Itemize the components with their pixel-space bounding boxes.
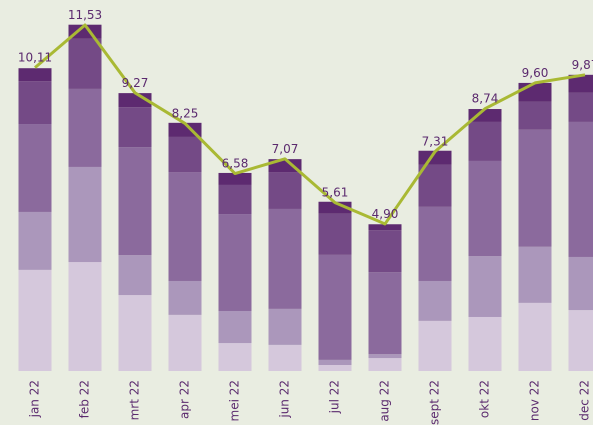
bar-segment (18, 211, 52, 270)
bar-segment (168, 280, 202, 315)
data-label: 9,87 (572, 58, 593, 72)
data-label: 6,58 (222, 157, 249, 171)
bar-segment (518, 82, 552, 102)
bar-segment (468, 316, 502, 371)
data-label: 5,61 (322, 186, 349, 200)
bar-segment (468, 121, 502, 161)
x-tick-label: mei 22 (228, 380, 242, 422)
bar-segment (268, 344, 302, 371)
data-label: 8,74 (472, 92, 499, 106)
bar-segment (418, 320, 452, 371)
bar-segment (168, 136, 202, 173)
bar-segment (168, 172, 202, 281)
bar-segment (118, 295, 152, 371)
data-label: 11,53 (68, 8, 102, 22)
bar-segment (218, 343, 252, 371)
bar-segment (318, 213, 352, 255)
data-label: 8,25 (172, 106, 199, 120)
bar-segment (368, 224, 402, 231)
bar-segment (518, 129, 552, 247)
data-label: 7,31 (422, 135, 449, 149)
x-tick-label: jun 22 (278, 380, 292, 419)
bar-segment (18, 81, 52, 125)
bar-segment (118, 147, 152, 256)
bar-segment (368, 354, 402, 359)
bar-segment (218, 172, 252, 185)
data-label: 7,07 (272, 142, 299, 156)
bar-segment (168, 314, 202, 371)
bar-segment (568, 74, 593, 93)
bar-segment (368, 230, 402, 273)
bar-segment (118, 255, 152, 296)
bar-segment (418, 164, 452, 207)
bar-segment (68, 88, 102, 167)
data-label: 4,90 (372, 207, 399, 221)
bar-segment (418, 206, 452, 281)
bar-segment (318, 254, 352, 360)
bar-segment (468, 160, 502, 257)
bar-segment (568, 310, 593, 371)
bar-segment (518, 101, 552, 130)
bar-segment (518, 246, 552, 303)
bar-segment (368, 358, 402, 371)
line (34, 23, 586, 226)
bar-segment (68, 262, 102, 371)
bar-segment (268, 172, 302, 209)
bar-segment (418, 280, 452, 321)
bar-segment (518, 302, 552, 371)
bar-segment (268, 208, 302, 309)
bar-segment (68, 38, 102, 89)
x-tick-label: jan 22 (28, 380, 42, 418)
x-tick-label: apr 22 (178, 380, 192, 419)
bar-segment (218, 310, 252, 344)
bar-segment (18, 124, 52, 212)
x-tick-label: aug 22 (378, 380, 392, 422)
bar-segment (468, 109, 502, 122)
x-tick-label: sept 22 (428, 380, 442, 425)
bar-segment (218, 184, 252, 215)
x-tick-label: feb 22 (78, 380, 92, 418)
x-tick-label: dec 22 (578, 380, 592, 421)
bar-segment (268, 308, 302, 345)
data-label: 9,27 (122, 76, 149, 90)
bar-segment (568, 121, 593, 257)
bar-segment (368, 272, 402, 355)
x-tick-label: jul 22 (328, 380, 342, 414)
bar-segment (18, 269, 52, 371)
bar-segment (18, 68, 52, 82)
x-tick-label: okt 22 (478, 380, 492, 418)
bar-segment (218, 214, 252, 311)
bar-segment (318, 364, 352, 371)
bar-segment (568, 256, 593, 311)
data-label: 10,11 (18, 51, 52, 65)
bar-segment (568, 92, 593, 122)
data-label: 9,60 (522, 66, 549, 80)
x-tick-label: nov 22 (528, 380, 542, 421)
bar-segment (118, 107, 152, 148)
bar-segment (68, 166, 102, 263)
bar-segment (468, 256, 502, 317)
bar-segment (318, 359, 352, 365)
x-tick-label: mrt 22 (128, 380, 142, 420)
